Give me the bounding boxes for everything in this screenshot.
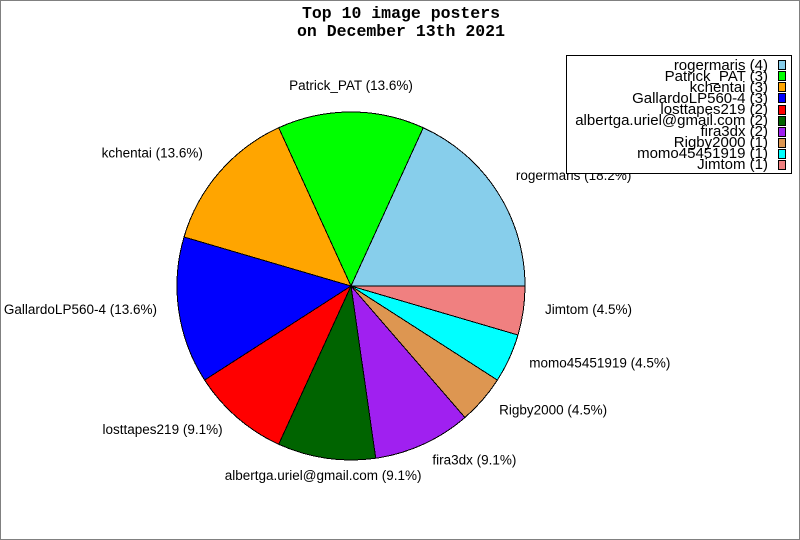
svg-text:losttapes219 (9.1%): losttapes219 (9.1%) [103,422,223,437]
svg-text:kchentai (13.6%): kchentai (13.6%) [102,146,203,161]
svg-text:Patrick_PAT (13.6%): Patrick_PAT (13.6%) [289,78,413,93]
svg-text:GallardoLP560-4 (13.6%): GallardoLP560-4 (13.6%) [4,302,157,317]
svg-text:Jimtom (4.5%): Jimtom (4.5%) [545,302,632,317]
svg-text:momo45451919 (4.5%): momo45451919 (4.5%) [529,355,670,370]
svg-text:fira3dx (9.1%): fira3dx (9.1%) [432,452,516,467]
svg-text:albertga.uriel@gmail.com (9.1%: albertga.uriel@gmail.com (9.1%) [225,468,422,483]
svg-text:Rigby2000 (4.5%): Rigby2000 (4.5%) [499,402,607,417]
